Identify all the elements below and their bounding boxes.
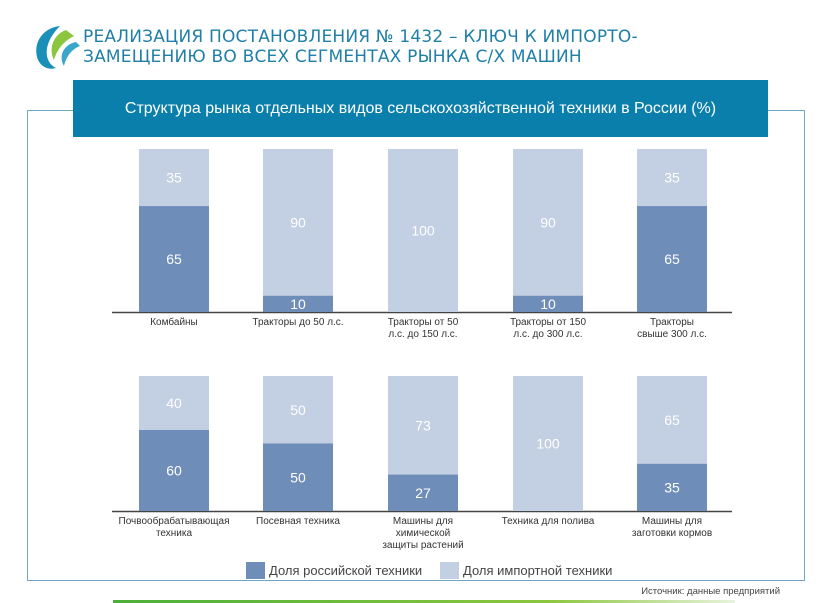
data-label-import: 65 [664, 412, 680, 428]
data-label-import: 100 [411, 223, 435, 239]
data-label-import: 90 [540, 214, 556, 230]
bar-import [637, 149, 707, 207]
category-label: Тракторы от 50 [388, 317, 459, 328]
category-label: Тракторы до 50 л.с. [252, 317, 343, 328]
footer-divider [113, 600, 735, 603]
bar-russian [637, 463, 707, 511]
category-label: Техника для полива [502, 516, 595, 527]
category-label: Машины для [393, 516, 453, 527]
title-line-2: ЗАМЕЩЕНИЮ ВО ВСЕХ СЕГМЕНТАХ РЫНКА С/Х МА… [83, 47, 582, 67]
data-label-import: 100 [536, 436, 560, 452]
bar-russian [513, 295, 583, 312]
legend-label-russian: Доля российской техники [269, 563, 422, 578]
category-label: защиты растений [382, 540, 463, 551]
data-label-russian: 27 [415, 485, 431, 501]
data-label-import: 73 [415, 417, 431, 433]
bar-russian [388, 474, 458, 511]
category-label: л.с. до 150 л.с. [388, 329, 457, 340]
bar-import [513, 149, 583, 296]
bar-import [139, 149, 209, 207]
bar-import [513, 376, 583, 511]
category-label: заготовки кормов [632, 528, 712, 539]
legend-swatch-russian [246, 562, 265, 579]
bar-russian [139, 430, 209, 511]
bar-import [263, 376, 333, 444]
chart-title: Структура рынка отдельных видов сельскох… [73, 80, 768, 137]
category-label: Почвообрабатывающая [119, 515, 230, 527]
data-label-russian: 65 [664, 251, 680, 267]
legend-label-import: Доля импортной техники [463, 563, 612, 578]
data-label-import: 90 [290, 214, 306, 230]
data-label-import: 35 [166, 170, 182, 186]
data-label-import: 40 [166, 395, 182, 411]
bar-russian [637, 206, 707, 312]
bar-russian [139, 206, 209, 312]
category-label: техника [156, 528, 193, 539]
bar-russian [263, 443, 333, 511]
page-title: РЕАЛИЗАЦИЯ ПОСТАНОВЛЕНИЯ № 1432 – КЛЮЧ К… [83, 27, 638, 67]
bar-import [388, 376, 458, 475]
bar-russian [263, 295, 333, 312]
category-label: свыше 300 л.с. [637, 329, 707, 340]
category-label: Тракторы [650, 317, 694, 328]
bar-import [139, 376, 209, 430]
bar-import [637, 376, 707, 464]
category-label: Комбайны [150, 316, 198, 328]
data-label-russian: 35 [664, 479, 680, 495]
data-label-import: 50 [290, 402, 306, 418]
category-label: химической [396, 528, 450, 539]
data-label-russian: 10 [290, 296, 306, 312]
bar-import [263, 149, 333, 296]
logo-icon [36, 26, 80, 69]
legend-swatch-import [440, 562, 459, 579]
data-label-russian: 60 [166, 463, 182, 479]
category-label: л.с. до 300 л.с. [513, 329, 582, 340]
bar-import [388, 149, 458, 312]
source-note: Источник: данные предприятий [641, 586, 780, 597]
data-label-russian: 50 [290, 469, 306, 485]
category-label: Посевная техника [256, 516, 340, 527]
data-label-import: 35 [664, 170, 680, 186]
data-label-russian: 65 [166, 251, 182, 267]
category-label: Машины для [642, 516, 702, 527]
title-line-1: РЕАЛИЗАЦИЯ ПОСТАНОВЛЕНИЯ № 1432 – КЛЮЧ К… [83, 27, 638, 47]
category-label: Тракторы от 150 [510, 317, 587, 328]
data-label-russian: 10 [540, 296, 556, 312]
